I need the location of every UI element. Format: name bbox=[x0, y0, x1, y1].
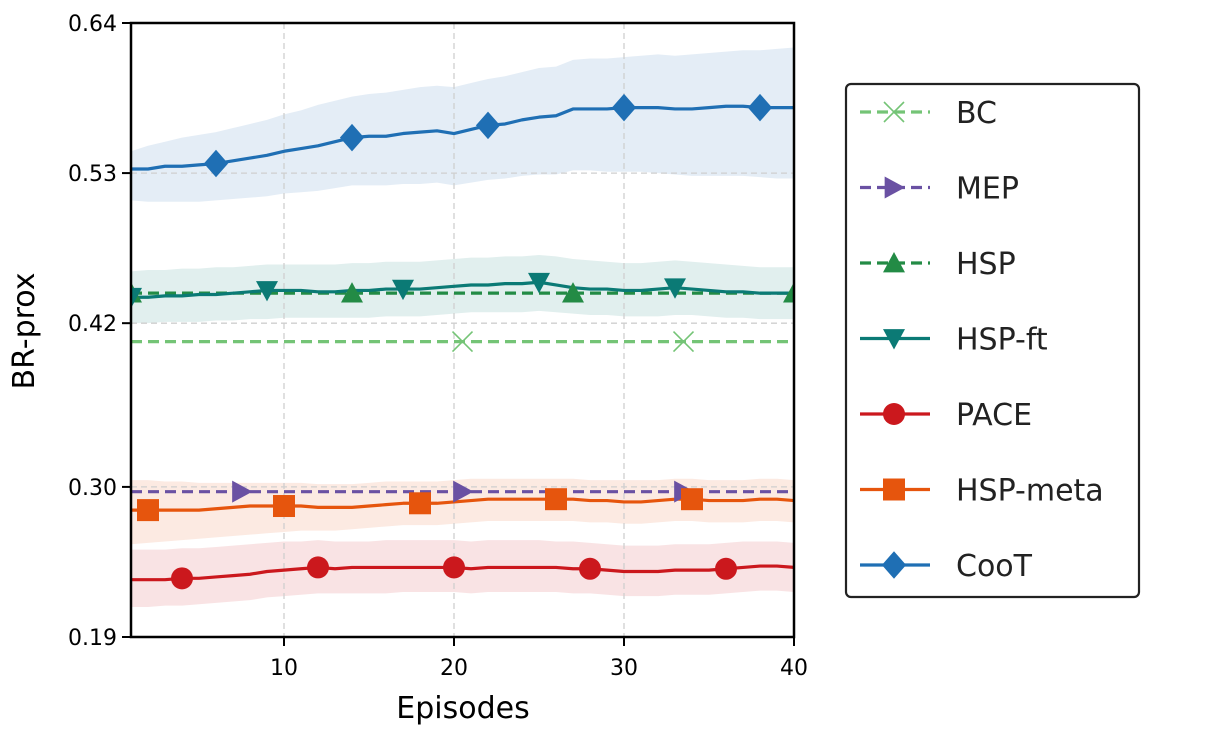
y-tick-label: 0.42 bbox=[68, 312, 117, 337]
series-line-hsp-ft bbox=[131, 280, 794, 299]
marker-hsp-ft bbox=[664, 278, 686, 299]
marker-pace bbox=[171, 567, 193, 590]
marker-hsp-ft bbox=[131, 287, 142, 309]
legend-marker-mep bbox=[884, 176, 905, 199]
y-tick-label: 0.53 bbox=[68, 162, 117, 187]
legend-marker-bc-stroke-b bbox=[883, 101, 905, 123]
legend-label-hsp-ft: HSP-ft bbox=[956, 323, 1048, 358]
y-axis-title: BR-prox bbox=[7, 273, 42, 390]
marker-pace bbox=[579, 557, 601, 580]
band-hsp-ft bbox=[131, 254, 794, 324]
x-tick-label: 10 bbox=[270, 656, 298, 681]
legend-marker-hsp-ft bbox=[883, 329, 905, 350]
marker-hsp bbox=[341, 282, 363, 303]
marker-coot bbox=[203, 149, 229, 178]
legend-frame bbox=[844, 82, 1141, 599]
band-coot bbox=[131, 47, 794, 202]
marker-mep bbox=[232, 480, 253, 503]
legend-label-bc: BC bbox=[956, 96, 997, 131]
marker-coot bbox=[747, 93, 773, 122]
legend-marker-bc bbox=[883, 101, 905, 123]
marker-coot bbox=[339, 123, 365, 152]
y-tick-label: 0.64 bbox=[68, 12, 117, 37]
marker-hsp-meta bbox=[409, 492, 431, 515]
y-tick-label: 0.30 bbox=[68, 476, 117, 501]
marker-hsp-ft bbox=[256, 281, 278, 302]
confidence-bands bbox=[131, 47, 794, 607]
marker-bc-stroke-b bbox=[451, 331, 474, 353]
marker-coot bbox=[611, 93, 637, 122]
series-line-coot bbox=[131, 104, 794, 171]
x-axis-title: Episodes bbox=[396, 691, 529, 726]
legend-label-hsp-meta: HSP-meta bbox=[956, 474, 1104, 509]
marker-hsp bbox=[562, 282, 584, 303]
marker-coot bbox=[475, 111, 501, 140]
marker-hsp-meta bbox=[545, 488, 567, 511]
marker-hsp-meta bbox=[137, 499, 159, 522]
band-hsp-meta bbox=[131, 478, 794, 545]
x-tick-label: 20 bbox=[440, 656, 468, 681]
marker-bc bbox=[451, 331, 474, 353]
marker-hsp-meta bbox=[681, 488, 703, 511]
marker-bc-stroke-b bbox=[672, 331, 695, 353]
axes: 10 20 30 40 0.19 0.30 0.42 0.53 0.64 bbox=[68, 12, 808, 681]
x-tick-label: 40 bbox=[780, 656, 808, 681]
legend-label-pace: PACE bbox=[956, 398, 1032, 433]
y-tick-label: 0.19 bbox=[68, 626, 117, 651]
marker-bc bbox=[672, 331, 695, 353]
marker-mep bbox=[453, 480, 474, 503]
marker-hsp-ft bbox=[528, 272, 550, 294]
marker-pace bbox=[715, 557, 737, 580]
legend: BC MEP HSP HSP-ft PACE HSP-meta CooT bbox=[844, 82, 1141, 599]
plot-frame bbox=[129, 21, 796, 639]
marker-pace bbox=[443, 556, 465, 579]
legend-marker-coot bbox=[881, 551, 907, 579]
series-markers bbox=[131, 93, 794, 590]
legend-marker-hsp-meta bbox=[883, 478, 905, 501]
legend-label-coot: CooT bbox=[956, 549, 1033, 584]
marker-pace bbox=[307, 556, 329, 579]
marker-hsp-ft bbox=[392, 279, 414, 301]
legend-marker-pace bbox=[883, 403, 905, 425]
legend-marker-hsp bbox=[883, 252, 905, 273]
legend-label-mep: MEP bbox=[956, 172, 1019, 207]
marker-hsp-meta bbox=[273, 495, 295, 518]
marker-hsp bbox=[783, 282, 794, 303]
x-tick-label: 30 bbox=[610, 656, 638, 681]
legend-label-hsp: HSP bbox=[956, 247, 1016, 282]
